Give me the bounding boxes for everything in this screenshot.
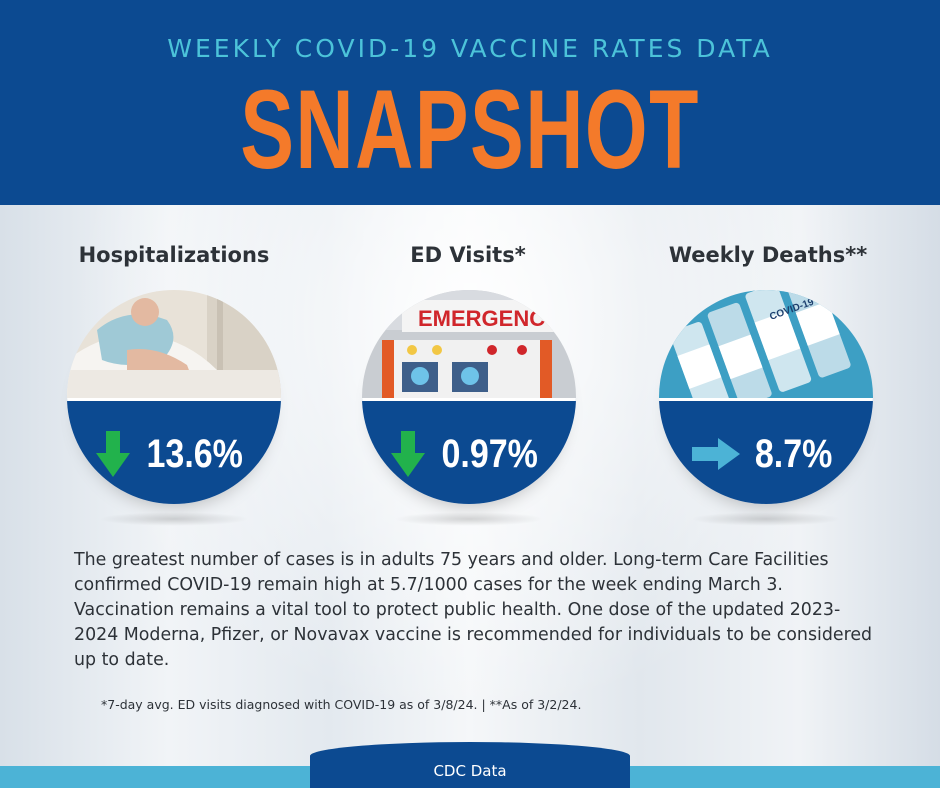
stat-circle-weekly-deaths: COVID-19 8.7% xyxy=(659,290,873,504)
summary-paragraph: The greatest number of cases is in adult… xyxy=(74,550,873,670)
header-subtitle: WEEKLY COVID-19 VACCINE RATES DATA xyxy=(167,34,773,63)
footnote: *7-day avg. ED visits diagnosed with COV… xyxy=(101,697,582,712)
ambulance-emergency-photo: EMERGENCY xyxy=(362,290,576,400)
stat-value-panel: 13.6% xyxy=(67,398,281,504)
stat-circle-hospitalizations: 13.6% xyxy=(67,290,281,504)
covid-vaccine-vials-photo: COVID-19 xyxy=(659,290,873,400)
emergency-sign-text: EMERGENCY xyxy=(418,306,560,331)
header-banner: WEEKLY COVID-19 VACCINE RATES DATA SNAPS… xyxy=(0,0,940,205)
hospital-patient-photo xyxy=(67,290,281,400)
stat-value-panel: 0.97% xyxy=(362,398,576,504)
arrow-right-icon xyxy=(692,438,741,470)
stat-label-weekly-deaths: Weekly Deaths** xyxy=(668,243,868,267)
arrow-down-icon xyxy=(96,431,131,477)
footer-source-tab: CDC Data xyxy=(310,742,630,788)
stat-value-weekly-deaths: 8.7% xyxy=(755,431,833,476)
stat-value-ed-visits: 0.97% xyxy=(441,431,539,476)
stat-circle-ed-visits: EMERGENCY 0.97% xyxy=(362,290,576,504)
footer-source-label: CDC Data xyxy=(433,762,507,780)
header-title: SNAPSHOT xyxy=(240,67,700,192)
stat-value-hospitalizations: 13.6% xyxy=(146,431,244,476)
circle-shadow xyxy=(394,512,544,526)
stat-label-hospitalizations: Hospitalizations xyxy=(78,243,270,267)
circle-shadow xyxy=(99,512,249,526)
circle-shadow xyxy=(691,512,841,526)
stat-label-ed-visits: ED Visits* xyxy=(410,243,526,267)
stat-value-panel: 8.7% xyxy=(659,398,873,504)
arrow-down-icon xyxy=(391,431,426,477)
